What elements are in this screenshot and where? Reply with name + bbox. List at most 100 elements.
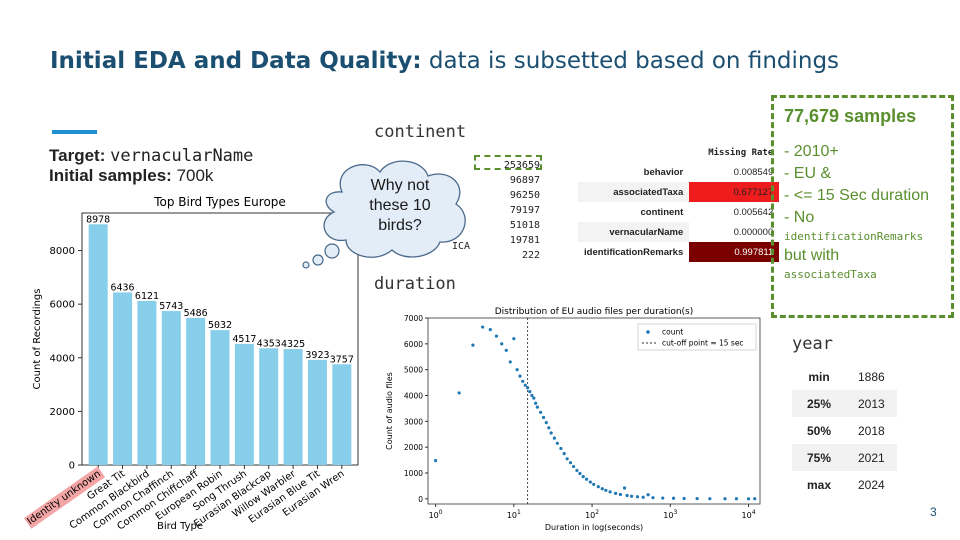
scatter-point [504,348,508,352]
scatter-point [457,391,461,395]
title-rest: data is subsetted based on findings [421,48,840,74]
continent-count: 79197 [509,205,540,216]
year-row: max 2024 [792,471,897,498]
scatter-point [512,337,516,341]
year-stat-value: 2021 [846,444,897,471]
missing-rate-label: continent [578,202,690,222]
scatter-point [568,461,573,465]
continent-count-row: 222 [486,248,540,263]
year-table-wrap: min 1886 25% 2013 50% 2018 75% 2021 max 2024 [792,363,897,498]
scatter-point [596,485,600,489]
continent-count: 51018 [509,220,540,231]
scatter-point [555,441,559,445]
scatter-point [584,477,589,481]
summary-title: 77,679 samples [784,106,917,126]
continent-highlight-box [474,155,542,170]
bar-y-axis-label: Count of Recordings [32,289,43,390]
scatter-point [618,492,622,497]
page-number: 3 [930,505,937,519]
scatter-point [622,486,627,490]
bar-value-label: 5486 [184,308,208,319]
missing-rate-row: vernacularName 0.000000 [578,222,780,242]
scatter-point [433,459,438,463]
title-bold: Initial EDA and Data Quality: [50,48,422,74]
bar-value-label: 5743 [159,301,183,312]
summary-box: 77,679 samples - 2010+ - EU & - <= 15 Se… [771,95,954,318]
scatter-point [523,383,527,387]
scatter-point [549,431,553,435]
continent-count-row: 51018 [486,218,540,233]
scatter-point [541,415,546,420]
scatter-y-tick-label: 0 [418,495,423,504]
bar-value-label: 3923 [305,350,329,361]
target-info: Target: vernacularName Initial samples: … [49,146,253,186]
scatter-point [515,368,519,372]
continent-count: 253659 [503,160,540,171]
year-row: 50% 2018 [792,417,897,444]
year-stat-value: 2024 [858,477,885,492]
scatter-x-tick-label: 102 [585,509,599,520]
scatter-point [526,386,530,390]
missing-rate-value: 0.677127 [689,182,780,202]
scatter-point [723,497,727,501]
scatter-point [614,491,618,496]
year-row: 75% 2021 [792,444,897,471]
missing-rate-value: 0.000000 [689,222,780,242]
continent-heading: continent [374,122,467,142]
scatter-point [535,405,539,409]
summary-line-3: - <= 15 Sec duration [784,187,929,204]
missing-rate-header: Missing Rate [708,148,774,158]
scatter-point [646,493,650,497]
bar-value-label: 6436 [110,282,134,293]
scatter-point [518,374,522,378]
bar-y-tick-label: 6000 [50,300,75,311]
summary-line-4: - No [784,209,815,226]
scatter-point [471,343,475,347]
scatter-legend [637,323,757,351]
continent-count-row: 19781 [486,233,540,248]
target-value: vernacularName [110,146,254,166]
scatter-y-tick-label: 1000 [404,469,423,478]
year-row: 25% 2013 [792,390,897,417]
accent-bar [52,130,97,134]
scatter-frame [427,317,761,505]
scatter-point [565,457,569,461]
scatter-point [575,468,579,473]
scatter-x-axis-label: Duration in log(seconds) [545,523,643,532]
scatter-x-tick-label: 101 [507,509,521,520]
bar [332,364,352,465]
scatter-y-tick-label: 3000 [404,417,423,426]
continent-count: 96897 [509,175,540,186]
missing-rate-value: 0.005642 [689,202,780,222]
bubble-line-3: birds? [378,217,422,234]
scatter-point [559,446,563,451]
scatter-point [608,490,612,494]
scatter-y-tick-label: 5000 [404,366,423,375]
scatter-point [562,452,566,456]
scatter-point [708,497,712,501]
scatter-x-tick-label: 104 [742,509,756,520]
scatter-point [578,471,582,476]
bar [186,317,206,465]
scatter-x-tick-label: 103 [663,509,677,520]
scatter-point [630,494,634,498]
bar-value-label: 4353 [257,338,281,349]
bubble-line-2: these 10 [369,197,430,214]
bar-value-label: 4325 [281,339,305,350]
scatter-point [625,493,629,498]
missing-rate-label: identificationRemarks [578,242,690,262]
year-stat-label: 25% [792,390,846,417]
scatter-y-tick-label: 4000 [404,392,423,401]
year-stat-label: max [806,477,832,492]
scatter-point [500,342,504,346]
legend-cutoff-label: cut-off point = 15 sec [662,339,744,348]
legend-count-label: count [662,328,683,337]
scatter-point [581,475,585,479]
samples-value: 700k [176,166,214,185]
continent-count-row: 79197 [486,203,540,218]
scatter-point [508,360,512,364]
missing-rate-row: identificationRemarks 0.997811 [578,242,780,262]
bar [137,300,157,465]
scatter-point [746,497,751,501]
bar-x-axis-label: Bird Type [157,521,203,532]
